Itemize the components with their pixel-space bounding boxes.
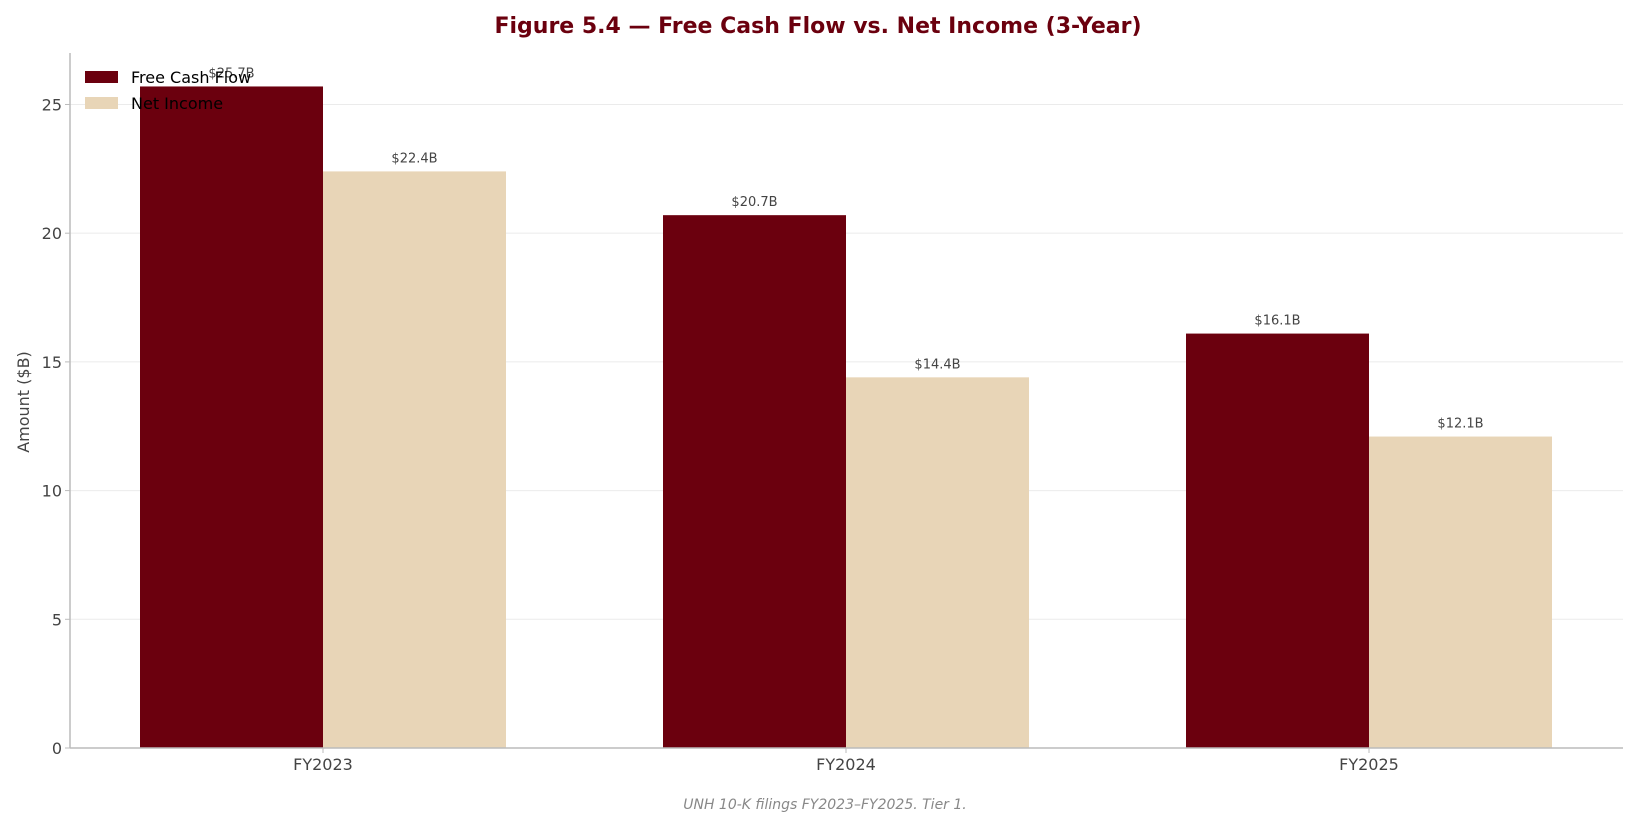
x-tick-label: FY2023 [293,755,353,774]
data-label: $25.7B [208,66,254,81]
data-label: $12.1B [1437,417,1483,432]
y-tick-labels: 0 5 10 15 20 25 [42,95,70,758]
x-tick-label: FY2025 [1339,755,1399,774]
x-tick-labels: FY2023 FY2024 FY2025 [293,748,1399,774]
data-label: $22.4B [391,151,437,166]
y-tick-label: 10 [42,482,62,501]
y-tick-label: 25 [42,95,62,114]
x-tick-label: FY2024 [816,755,876,774]
bar-net-income [846,377,1029,748]
bar-net-income [323,171,506,748]
bar-free-cash-flow [1186,333,1369,748]
y-axis-label: Amount ($B) [14,351,33,453]
data-label: $14.4B [914,357,960,372]
legend-swatch [85,71,118,83]
data-labels: $25.7B $22.4B $20.7B $14.4B $16.1B $12.1B [208,66,1483,431]
bar-net-income [1369,436,1552,748]
bar-free-cash-flow [663,215,846,748]
y-tick-label: 15 [42,353,62,372]
data-label: $20.7B [731,195,777,210]
bars [140,86,1552,749]
legend-label: Free Cash Flow [131,68,251,87]
y-tick-label: 20 [42,224,62,243]
legend: Free Cash Flow Net Income [85,68,251,113]
data-label: $16.1B [1254,314,1300,329]
chart-title: Figure 5.4 — Free Cash Flow vs. Net Inco… [494,14,1141,39]
legend-swatch [85,97,118,109]
legend-label: Net Income [131,94,223,113]
chart-caption: UNH 10-K filings FY2023–FY2025. Tier 1. [683,797,967,813]
bar-free-cash-flow [140,86,323,749]
y-tick-label: 5 [52,610,62,629]
y-tick-label: 0 [52,739,62,758]
